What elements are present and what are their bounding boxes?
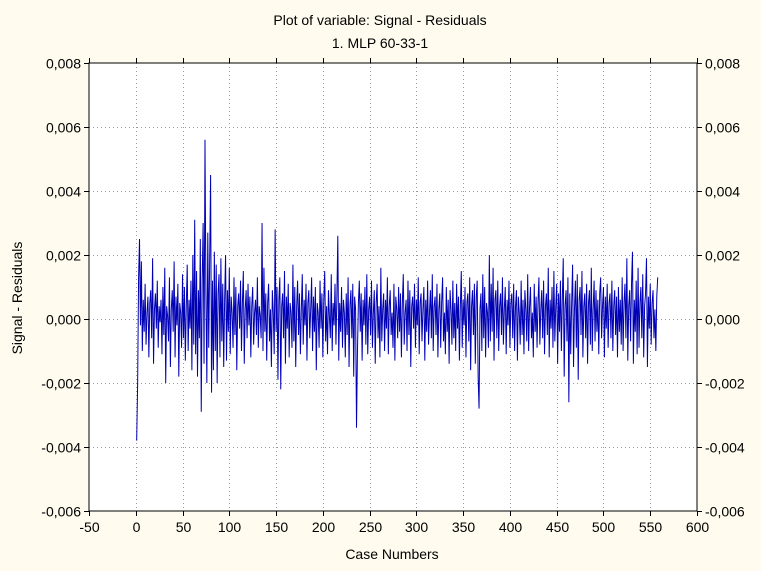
- x-tick-label: 150: [265, 519, 289, 535]
- y-tick-labels-left: -0,006 -0,004 -0,002 0,000 0,002 0,004 0,006 0,…: [41, 56, 81, 520]
- x-tick-label: 250: [359, 519, 383, 535]
- x-tick-label: 0: [133, 519, 141, 535]
- y-tick-label-left: -0,002: [41, 376, 81, 392]
- chart-subtitle: 1. MLP 60-33-1: [332, 35, 428, 51]
- y-tick-label-left: -0,006: [41, 504, 81, 520]
- y-tick-labels-right: -0,006 -0,004 -0,002 0,000 0,002 0,004 0,006 0,…: [705, 56, 745, 520]
- x-tick-label: 400: [499, 519, 523, 535]
- x-tick-label: 200: [312, 519, 336, 535]
- x-tick-label: 100: [218, 519, 242, 535]
- y-tick-label-right: -0,006: [705, 504, 745, 520]
- y-tick-label-left: 0,002: [46, 248, 81, 264]
- x-axis-label: Case Numbers: [345, 546, 438, 562]
- y-tick-label-left: 0,008: [46, 56, 81, 72]
- axis-ticks: [84, 58, 702, 516]
- x-tick-label: 50: [176, 519, 192, 535]
- x-tick-label: 300: [405, 519, 429, 535]
- y-tick-label-right: 0,002: [705, 248, 740, 264]
- y-tick-label-right: 0,000: [705, 312, 740, 328]
- y-tick-label-left: 0,004: [46, 184, 81, 200]
- chart-title: Plot of variable: Signal - Residuals: [273, 12, 486, 28]
- y-tick-label-right: 0,004: [705, 184, 740, 200]
- y-tick-label-left: 0,000: [46, 312, 81, 328]
- x-tick-labels: -50 0 50 100 150 200 250 300 350 400 450 500 550 600: [79, 519, 709, 535]
- y-tick-label-right: -0,002: [705, 376, 745, 392]
- y-tick-label-right: 0,008: [705, 56, 740, 72]
- y-tick-label-right: -0,004: [705, 440, 745, 456]
- y-tick-label-left: -0,004: [41, 440, 81, 456]
- series-line-signal-residuals: [136, 139, 659, 441]
- y-tick-label-right: 0,006: [705, 120, 740, 136]
- x-tick-label: 500: [592, 519, 616, 535]
- y-tick-label-left: 0,006: [46, 120, 81, 136]
- x-tick-label: 350: [452, 519, 476, 535]
- plot-area: [89, 63, 697, 511]
- x-tick-label: 600: [686, 519, 710, 535]
- x-tick-label: 450: [546, 519, 570, 535]
- x-tick-label: -50: [79, 519, 99, 535]
- plot-frame: [88, 62, 698, 512]
- x-tick-label: 550: [639, 519, 663, 535]
- y-axis-label: Signal - Residuals: [9, 242, 25, 355]
